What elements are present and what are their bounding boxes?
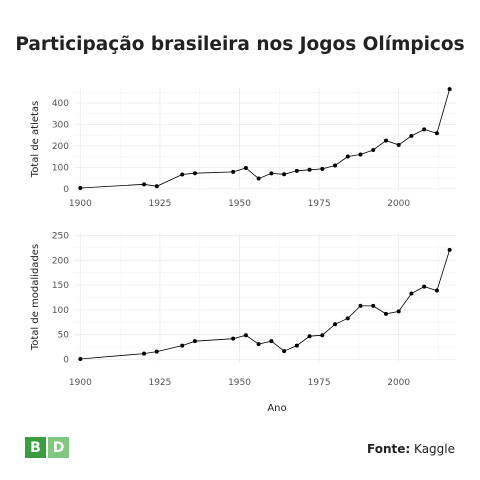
x-tick-label: 1975 xyxy=(308,378,331,388)
data-point xyxy=(192,171,197,176)
data-point xyxy=(307,167,312,172)
data-point xyxy=(78,357,83,362)
data-point xyxy=(333,322,338,327)
data-point xyxy=(447,87,452,92)
y-tick-label: 200 xyxy=(52,142,69,152)
data-point xyxy=(434,131,439,136)
y-axis-label: Total de modalidades xyxy=(30,244,41,351)
data-point xyxy=(396,142,401,147)
x-tick-label: 1950 xyxy=(228,378,251,388)
y-axis-label: Total de atletas xyxy=(30,101,41,178)
data-point xyxy=(294,168,299,173)
data-point xyxy=(180,172,185,177)
chart-title: Participação brasileira nos Jogos Olímpi… xyxy=(15,34,465,55)
y-tick-label: 250 xyxy=(52,231,69,241)
data-point xyxy=(383,311,388,316)
data-point xyxy=(333,163,338,168)
y-tick-label: 200 xyxy=(52,256,69,266)
data-point xyxy=(192,339,197,344)
y-tick-label: 100 xyxy=(52,306,69,316)
y-tick-label: 400 xyxy=(52,99,69,109)
y-tick-label: 300 xyxy=(52,120,69,130)
data-point xyxy=(256,176,261,181)
y-tick-label: 100 xyxy=(52,163,69,173)
data-point xyxy=(409,133,414,138)
data-point xyxy=(409,291,414,296)
series-line xyxy=(80,88,450,189)
data-point xyxy=(447,247,452,252)
data-point xyxy=(154,349,159,354)
x-tick-label: 2000 xyxy=(387,199,410,209)
bd-logo: B D xyxy=(25,437,69,458)
data-point xyxy=(269,171,274,176)
data-point xyxy=(345,154,350,159)
logo-letter-d: D xyxy=(48,437,69,458)
data-point xyxy=(320,333,325,338)
data-point xyxy=(307,334,312,339)
source-note: Fonte: Kaggle xyxy=(367,442,455,456)
data-point xyxy=(345,316,350,321)
x-tick-label: 1900 xyxy=(69,378,92,388)
y-tick-label: 0 xyxy=(63,356,69,366)
data-point xyxy=(282,349,287,354)
data-point xyxy=(434,288,439,293)
y-tick-label: 150 xyxy=(52,281,69,291)
data-point xyxy=(231,336,236,341)
data-point xyxy=(396,309,401,314)
data-point xyxy=(142,182,147,187)
data-point xyxy=(320,166,325,171)
data-point xyxy=(78,185,83,190)
data-point xyxy=(358,152,363,157)
data-point xyxy=(243,333,248,338)
source-label: Fonte: xyxy=(367,442,411,456)
data-point xyxy=(269,339,274,344)
data-point xyxy=(294,343,299,348)
data-point xyxy=(180,343,185,348)
x-tick-label: 1925 xyxy=(148,378,171,388)
data-point xyxy=(422,284,427,289)
data-point xyxy=(256,342,261,347)
x-axis-label: Ano xyxy=(267,403,286,414)
series-line xyxy=(80,249,450,360)
x-tick-label: 2000 xyxy=(387,378,410,388)
data-point xyxy=(358,303,363,308)
data-point xyxy=(422,127,427,132)
x-tick-label: 1950 xyxy=(228,199,251,209)
x-tick-label: 1900 xyxy=(69,199,92,209)
data-point xyxy=(142,351,147,356)
data-point xyxy=(243,166,248,171)
y-tick-label: 0 xyxy=(63,185,69,195)
data-point xyxy=(154,184,159,189)
source-value: Kaggle xyxy=(414,442,455,456)
y-tick-label: 50 xyxy=(58,331,70,341)
data-point xyxy=(383,138,388,143)
data-point xyxy=(231,169,236,174)
logo-letter-b: B xyxy=(25,437,46,458)
x-tick-label: 1975 xyxy=(308,199,331,209)
data-point xyxy=(282,172,287,177)
x-tick-label: 1925 xyxy=(148,199,171,209)
data-point xyxy=(371,303,376,308)
data-point xyxy=(371,148,376,153)
